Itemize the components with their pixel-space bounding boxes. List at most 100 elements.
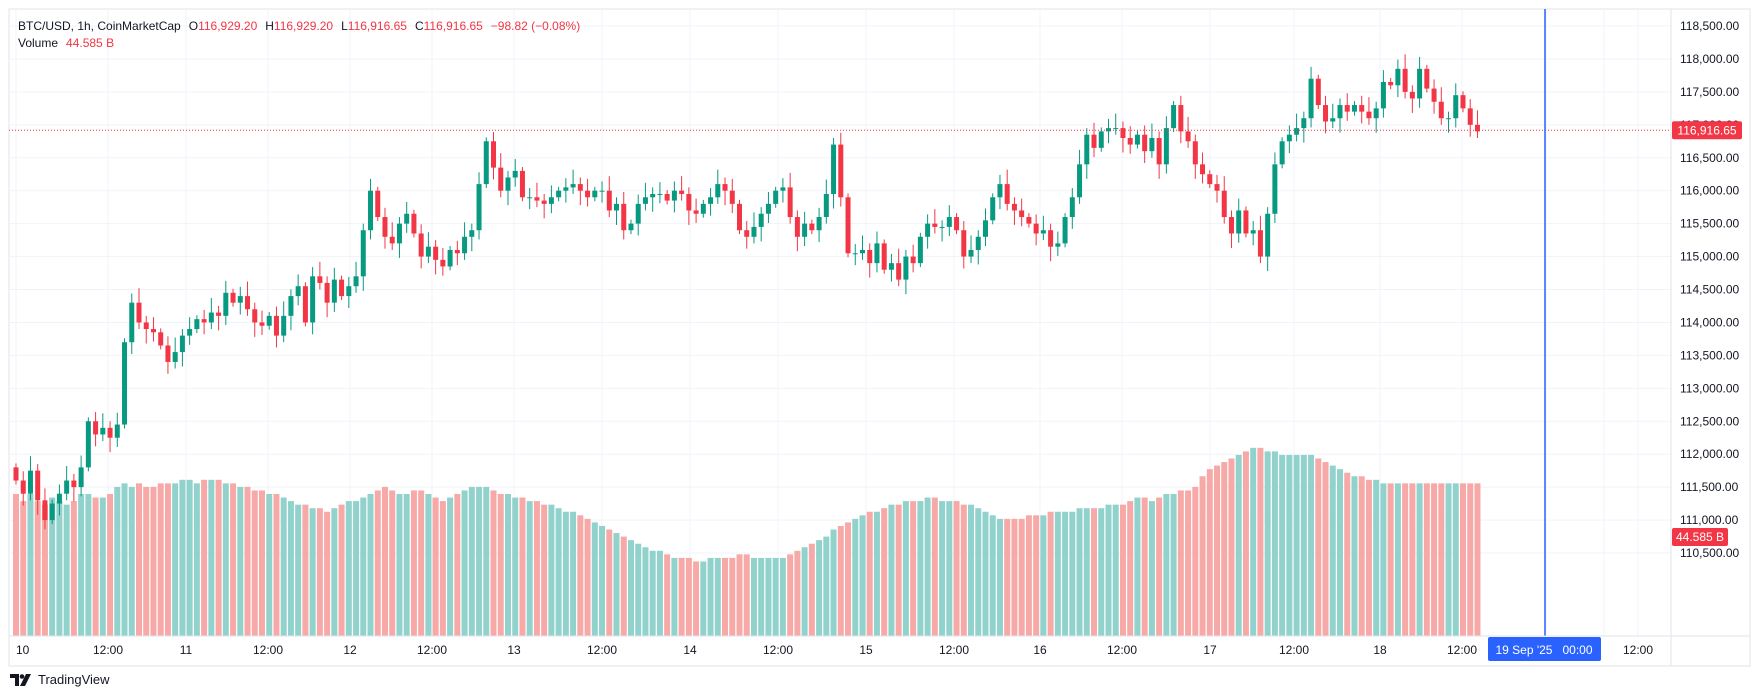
candle-body (42, 500, 48, 521)
candle-body (1004, 184, 1010, 204)
candle-body (1149, 137, 1155, 152)
volume-bar (801, 547, 808, 636)
candle-body (1344, 105, 1350, 112)
candle-body (729, 190, 735, 204)
candle-body (1069, 197, 1075, 218)
candle-body (765, 203, 771, 214)
candle-body (1460, 95, 1466, 109)
volume-value: 44.585 B (66, 36, 115, 50)
volume-bar (707, 557, 714, 636)
candle-body (35, 470, 41, 501)
candle-body (143, 322, 149, 330)
volume-bar (237, 486, 244, 636)
candle-body (1366, 111, 1372, 119)
volume-bar (736, 554, 743, 636)
volume-bar (1286, 454, 1293, 636)
candle-body (491, 141, 497, 168)
volume-bar (960, 504, 967, 636)
volume-bar (504, 494, 511, 636)
volume-bar (389, 490, 396, 636)
volume-label: Volume (18, 36, 59, 50)
volume-bar (845, 522, 852, 636)
candle-body (621, 203, 627, 231)
candlestick-series (13, 54, 1480, 530)
candle-body (324, 282, 330, 303)
candle-body (1257, 230, 1263, 257)
symbol-title[interactable]: BTC/USD, 1h, CoinMarketCap (18, 19, 181, 33)
close-value: 116,916.65 (423, 19, 483, 33)
candle-body (1236, 210, 1242, 234)
candle-body (1077, 164, 1083, 198)
tradingview-logo[interactable]: TradingView (10, 672, 110, 687)
time-tick-label: 12:00 (417, 643, 447, 657)
candle-body (1192, 141, 1198, 165)
volume-bar (215, 479, 222, 636)
volume-bar (1091, 508, 1098, 636)
candle-body (577, 184, 583, 191)
volume-bar (92, 497, 99, 636)
time-tick-label: 14 (683, 643, 697, 657)
candle-body (671, 190, 677, 201)
volume-bar (1373, 479, 1380, 636)
brand-name: TradingView (38, 672, 110, 687)
price-axis[interactable]: 118,500.00118,000.00117,500.00117,000.00… (1680, 19, 1739, 560)
volume-bar (1069, 511, 1076, 636)
volume-bar (179, 479, 186, 636)
candle-body (1373, 108, 1379, 119)
volume-bar (1358, 476, 1365, 636)
candle-body (1388, 81, 1394, 86)
candle-body (288, 296, 294, 316)
candle-body (1019, 210, 1025, 218)
candle-body (476, 184, 482, 231)
volume-bar (1250, 447, 1257, 636)
candle-body (1453, 95, 1459, 119)
ohlc-legend-row[interactable]: BTC/USD, 1h, CoinMarketCap O 116,929.20 H… (18, 18, 580, 35)
time-tick-label: 12:00 (93, 643, 123, 657)
volume-bar (447, 497, 454, 636)
candle-body (606, 190, 612, 211)
volume-bar (613, 533, 620, 636)
volume-bar (1467, 483, 1474, 636)
candle-body (368, 190, 374, 231)
time-axis[interactable]: 10 12:00 11 12:00 12 12:00 13 12:00 14 12:00 15 12:… (16, 643, 1653, 657)
candle-body (990, 197, 996, 221)
candle-body (823, 193, 829, 218)
volume-bar (107, 494, 114, 636)
volume-bar (1279, 454, 1286, 636)
candle-body (1380, 81, 1386, 109)
candle-body (628, 223, 634, 231)
volume-legend-row[interactable]: Volume 44.585 B (18, 35, 580, 52)
volume-bar (230, 483, 237, 636)
volume-bar (823, 536, 830, 636)
volume-bar (729, 557, 736, 636)
candle-body (266, 315, 272, 326)
volume-bar (461, 490, 468, 636)
time-tick-label: 13 (507, 643, 521, 657)
price-tick-label: 114,500.00 (1680, 283, 1739, 297)
candle-body (1084, 134, 1090, 165)
candle-body (614, 203, 620, 211)
candle-body (1221, 190, 1227, 218)
volume-badge: 44.585 B (1672, 528, 1728, 546)
volume-bar (837, 525, 844, 636)
volume-bar (859, 515, 866, 636)
price-tick-label: 111,000.00 (1680, 513, 1739, 527)
candle-body (1163, 128, 1169, 165)
volume-bar (396, 494, 403, 636)
volume-bar (483, 486, 490, 636)
low-label: L (341, 19, 348, 33)
time-tick-label: 15 (859, 643, 873, 657)
candle-body (252, 309, 258, 323)
candle-body (411, 213, 417, 234)
volume-bar (982, 511, 989, 636)
time-tick-label: 12:00 (1107, 643, 1137, 657)
candle-body (187, 329, 193, 336)
candle-body (20, 480, 26, 494)
time-tick-label: 12:00 (587, 643, 617, 657)
volume-bar (808, 543, 815, 636)
candle-body (483, 141, 489, 185)
volume-bar (410, 490, 417, 636)
volume-bar (1365, 479, 1372, 636)
candle-body (903, 256, 909, 280)
